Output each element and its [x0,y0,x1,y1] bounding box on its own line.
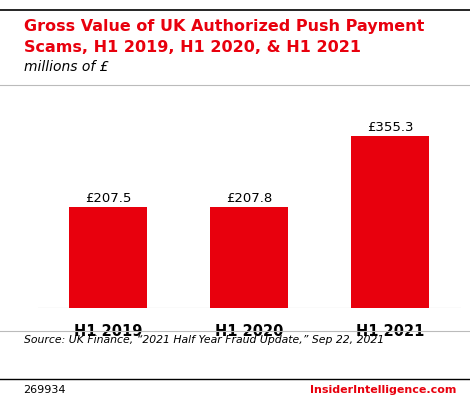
Text: millions of £: millions of £ [24,60,108,74]
Text: InsiderIntelligence.com: InsiderIntelligence.com [310,385,456,395]
Text: £207.5: £207.5 [85,192,131,205]
Text: £355.3: £355.3 [367,121,413,134]
Bar [351,136,429,308]
Text: Gross Value of UK Authorized Push Payment: Gross Value of UK Authorized Push Paymen… [24,19,424,34]
Text: Source: UK Finance, “2021 Half Year Fraud Update,” Sep 22, 2021: Source: UK Finance, “2021 Half Year Frau… [24,335,384,345]
Text: Scams, H1 2019, H1 2020, & H1 2021: Scams, H1 2019, H1 2020, & H1 2021 [24,40,360,54]
Text: £207.8: £207.8 [226,192,272,205]
Text: 269934: 269934 [24,385,66,395]
Bar [69,208,147,308]
Bar [211,207,288,308]
